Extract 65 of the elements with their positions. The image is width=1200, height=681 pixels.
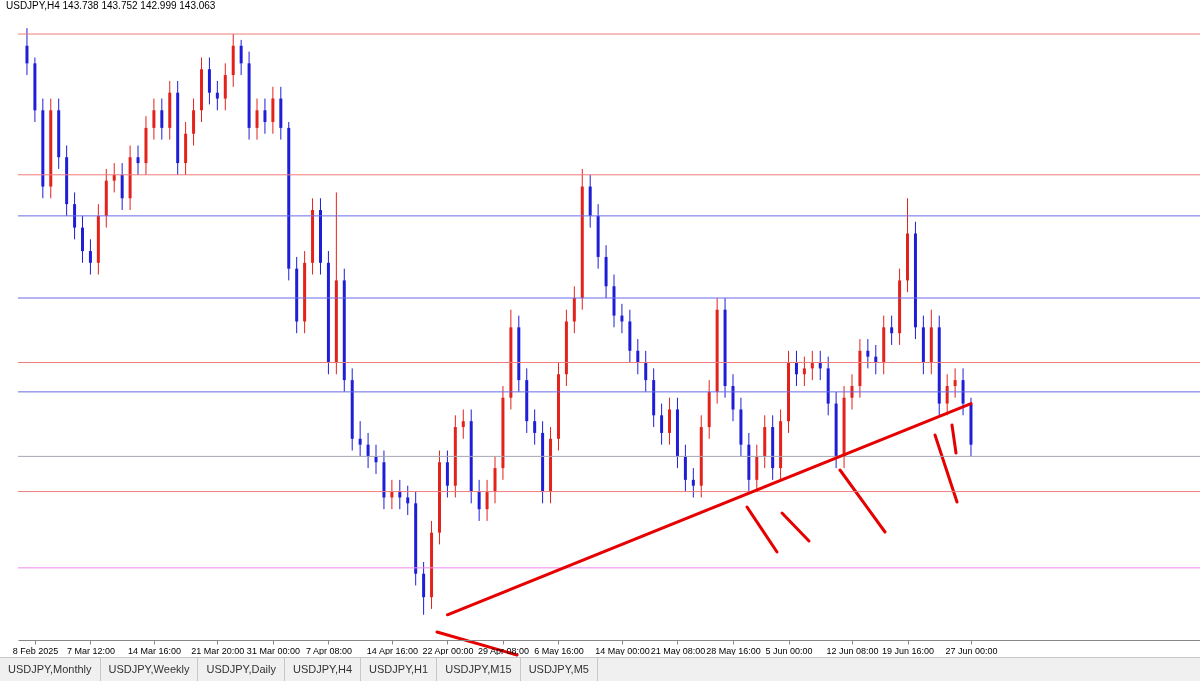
candlestick	[802, 356, 806, 387]
text: USDJPY,Daily	[198, 658, 285, 681]
candlestick	[533, 408, 537, 446]
text: USDJPY,M5	[520, 658, 598, 681]
x-tick-label: 8 Feb 2025	[12, 645, 59, 656]
candlestick	[794, 350, 798, 387]
candlestick	[660, 403, 664, 446]
candlestick	[207, 56, 211, 105]
candlestick	[493, 455, 497, 504]
candlestick	[223, 62, 227, 111]
candlestick	[477, 479, 481, 522]
candlestick	[366, 432, 370, 469]
candlestick	[890, 315, 894, 346]
x-tick-label: 14 May 00:00	[595, 645, 650, 656]
x-tick-label: 7 Apr 08:00	[305, 645, 352, 656]
candlestick	[120, 162, 124, 211]
candlestick	[406, 485, 410, 516]
text: USDJPY,H4	[284, 658, 362, 681]
candlestick	[112, 162, 116, 193]
x-tick-label: 7 Mar 12:00	[66, 645, 115, 656]
candlestick	[25, 27, 29, 76]
x-tick-label: 19 Jun 16:00	[881, 645, 935, 656]
candlestick	[961, 367, 965, 416]
candlestick	[88, 238, 92, 276]
candlestick	[358, 420, 362, 457]
candlestick	[422, 561, 426, 616]
candlestick	[445, 450, 449, 498]
candlestick	[668, 397, 672, 446]
chart-title: USDJPY,H4 143.738 143.752 142.999 143.063	[6, 0, 216, 11]
candlestick	[263, 98, 267, 135]
text: USDJPY,Weekly	[100, 658, 199, 681]
candlestick	[572, 285, 576, 334]
candlestick	[683, 444, 687, 493]
candlestick	[485, 479, 489, 522]
candlestick	[255, 98, 259, 141]
candlestick	[136, 144, 140, 176]
candlestick	[239, 39, 243, 76]
x-tick-label: 14 Mar 16:00	[127, 645, 181, 656]
candlestick	[644, 350, 648, 393]
candlestick	[461, 408, 465, 440]
candlestick	[953, 367, 957, 399]
text: USDJPY,M15	[437, 658, 521, 681]
x-tick-label: 31 Mar 00:00	[246, 645, 300, 656]
text: USDJPY,Monthly	[0, 658, 101, 681]
candlestick	[271, 86, 275, 135]
candlestick	[73, 191, 77, 240]
candlestick	[81, 215, 84, 264]
x-tick-label: 28 May 16:00	[706, 645, 761, 656]
x-tick-label: 27 Jun 00:00	[945, 645, 998, 656]
x-tick-label: 6 May 16:00	[534, 645, 584, 656]
x-tick-label: 5 Jun 00:00	[765, 645, 813, 656]
text: USDJPY,H1	[361, 658, 438, 681]
x-tick-label: 12 Jun 08:00	[826, 645, 879, 656]
x-tick-label: 21 Mar 20:00	[191, 645, 245, 656]
candlestick	[731, 373, 735, 422]
candlestick	[691, 467, 695, 498]
candlestick	[215, 80, 219, 111]
candlestick	[636, 338, 640, 375]
candlestick	[866, 338, 870, 369]
x-tick-label: 21 May 08:00	[650, 645, 706, 656]
x-tick-label: 22 Apr 00:00	[422, 645, 474, 656]
x-tick-label: 14 Apr 16:00	[366, 645, 418, 656]
candlestick	[192, 98, 196, 146]
candlestick	[152, 98, 156, 141]
candlestick	[160, 98, 164, 141]
